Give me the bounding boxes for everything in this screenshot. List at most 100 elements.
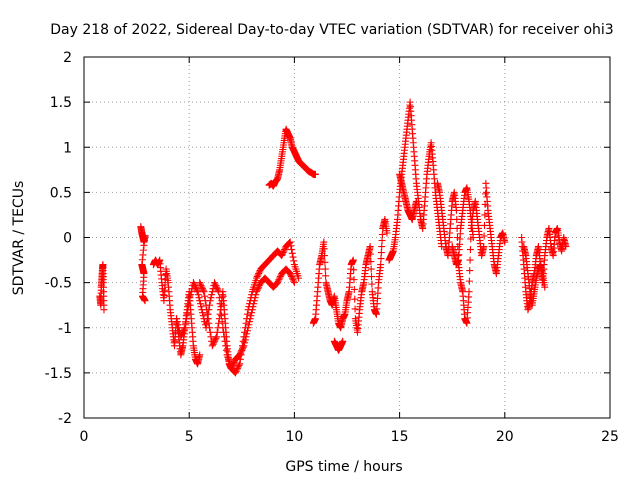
data-point bbox=[276, 274, 284, 282]
data-point bbox=[198, 283, 206, 291]
data-point bbox=[244, 324, 252, 332]
data-point bbox=[246, 315, 254, 323]
data-point bbox=[255, 270, 263, 278]
data-point bbox=[368, 273, 376, 281]
data-point bbox=[481, 211, 489, 219]
y-tick-label: -1 bbox=[58, 321, 72, 337]
data-point bbox=[196, 280, 204, 288]
data-point bbox=[286, 270, 294, 278]
data-point bbox=[562, 243, 570, 251]
data-point bbox=[183, 310, 191, 318]
data-point bbox=[199, 286, 207, 294]
data-point bbox=[202, 301, 210, 309]
y-tick-label: 2 bbox=[63, 50, 72, 66]
y-tick-label: -2 bbox=[58, 411, 72, 427]
data-point bbox=[295, 274, 303, 282]
data-point bbox=[320, 238, 328, 246]
x-tick-label: 10 bbox=[285, 429, 303, 445]
data-point bbox=[205, 319, 213, 327]
data-point bbox=[195, 294, 203, 302]
data-point bbox=[175, 324, 183, 332]
y-tick-label: 1 bbox=[63, 140, 72, 156]
data-point bbox=[210, 337, 218, 345]
data-point bbox=[378, 243, 386, 251]
x-tick-label: 15 bbox=[391, 429, 409, 445]
data-point bbox=[179, 328, 187, 336]
data-point bbox=[241, 336, 249, 344]
data-point bbox=[229, 361, 237, 369]
data-point bbox=[322, 272, 330, 280]
data-point bbox=[288, 274, 296, 282]
data-point bbox=[286, 238, 294, 246]
data-point bbox=[366, 250, 374, 258]
data-point bbox=[197, 282, 205, 290]
data-point bbox=[201, 297, 209, 305]
data-point bbox=[184, 301, 192, 309]
data-point bbox=[180, 327, 188, 335]
data-point bbox=[288, 249, 296, 257]
data-point bbox=[201, 321, 209, 329]
data-point bbox=[255, 282, 263, 290]
data-point bbox=[255, 268, 263, 276]
data-point bbox=[255, 283, 263, 291]
data-point bbox=[213, 333, 221, 341]
x-tick-label: 25 bbox=[601, 429, 619, 445]
data-point bbox=[235, 361, 243, 369]
data-point bbox=[204, 315, 212, 323]
series-seg-c bbox=[149, 256, 204, 368]
data-point bbox=[192, 283, 200, 291]
data-point bbox=[350, 266, 358, 274]
data-point bbox=[215, 319, 223, 327]
data-point bbox=[466, 246, 474, 254]
y-tick-label: -1.5 bbox=[45, 366, 72, 382]
data-point bbox=[230, 358, 238, 366]
data-point bbox=[377, 261, 385, 269]
x-tick-label: 20 bbox=[496, 429, 514, 445]
series-seg-n bbox=[520, 243, 549, 309]
data-point bbox=[180, 325, 188, 333]
data-point bbox=[278, 252, 286, 260]
data-point bbox=[253, 286, 261, 294]
data-point bbox=[229, 360, 237, 368]
data-point bbox=[281, 246, 289, 254]
data-point bbox=[250, 300, 258, 308]
data-point bbox=[243, 310, 251, 318]
data-point bbox=[191, 282, 199, 290]
data-point bbox=[339, 337, 347, 345]
data-point bbox=[189, 279, 197, 287]
data-point bbox=[254, 285, 262, 293]
data-point bbox=[275, 276, 283, 284]
data-point bbox=[239, 345, 247, 353]
data-point bbox=[243, 330, 251, 338]
data-point bbox=[177, 333, 185, 341]
data-point bbox=[290, 277, 298, 285]
data-point bbox=[378, 237, 386, 245]
data-point bbox=[236, 349, 244, 357]
data-point bbox=[383, 229, 391, 237]
data-point bbox=[241, 339, 249, 347]
data-point bbox=[239, 343, 247, 351]
series-seg-h bbox=[330, 337, 347, 354]
data-point bbox=[246, 318, 254, 326]
data-point bbox=[466, 256, 474, 264]
data-point bbox=[321, 265, 329, 273]
data-point bbox=[452, 206, 460, 214]
data-point bbox=[412, 197, 420, 205]
grid bbox=[84, 57, 610, 418]
data-point bbox=[253, 273, 261, 281]
data-point bbox=[213, 328, 221, 336]
plot-border bbox=[83, 56, 611, 419]
data-point bbox=[351, 295, 359, 303]
series-seg-f bbox=[265, 125, 319, 190]
data-point bbox=[199, 312, 207, 320]
data-point bbox=[203, 310, 211, 318]
data-point bbox=[193, 286, 201, 294]
data-point bbox=[377, 255, 385, 263]
data-point bbox=[274, 277, 282, 285]
data-point bbox=[214, 324, 222, 332]
data-point bbox=[100, 306, 108, 314]
data-point bbox=[213, 285, 221, 293]
data-point bbox=[187, 291, 195, 299]
data-point bbox=[541, 283, 549, 291]
y-tick-label: 0.5 bbox=[50, 185, 72, 201]
